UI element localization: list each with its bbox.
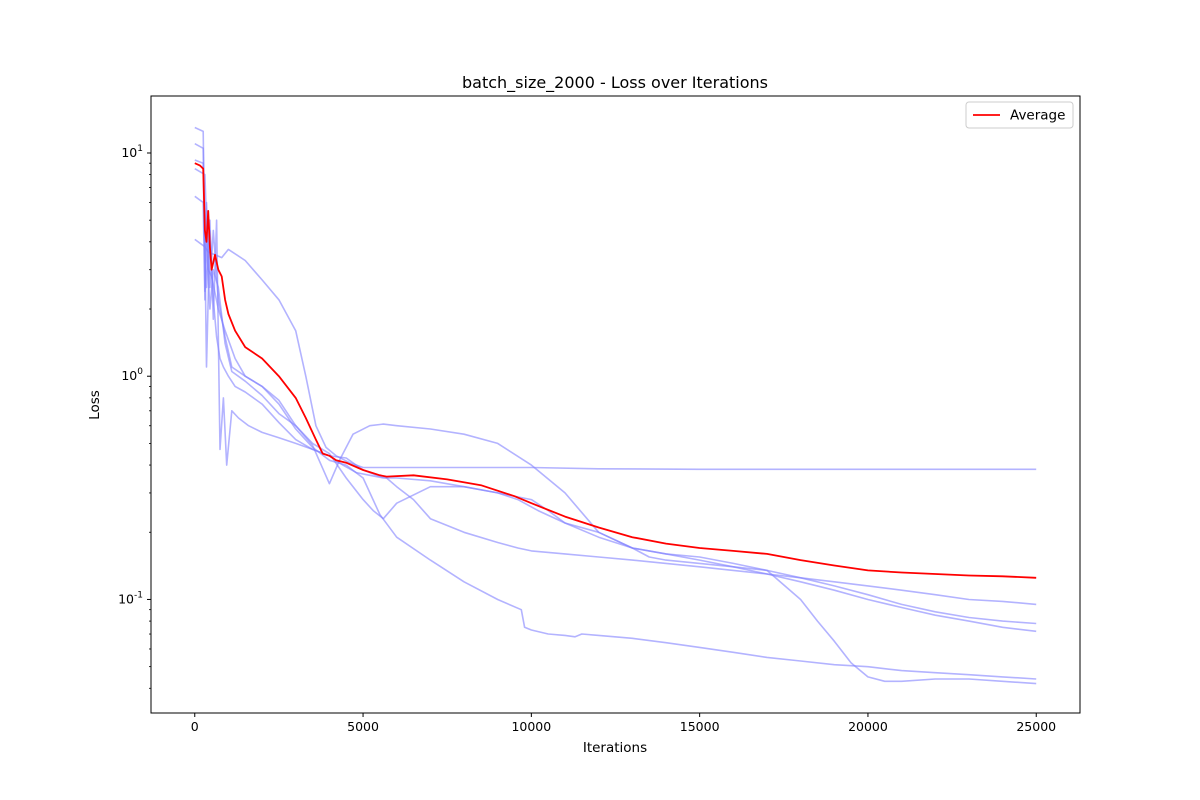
run-line-4: [194, 159, 1037, 685]
x-tick-label: 15000: [680, 719, 720, 734]
y-tick-label: 101: [121, 144, 143, 160]
run-line-6: [194, 168, 1037, 633]
x-tick-label: 10000: [511, 719, 551, 734]
legend: Average: [965, 101, 1074, 129]
x-tick-label: 20000: [848, 719, 888, 734]
y-axis-title: Loss: [87, 390, 103, 420]
run-line-3: [194, 142, 1037, 625]
run-line-1: [194, 238, 1037, 471]
average-line: [194, 162, 1037, 579]
x-tick-label: 0: [191, 719, 199, 734]
x-tick-label: 5000: [347, 719, 379, 734]
chart-title: batch_size_2000 - Loss over Iterations: [462, 73, 768, 93]
x-tick-label: 25000: [1016, 719, 1056, 734]
y-tick-label: 100: [121, 367, 143, 383]
legend-box: [965, 101, 1074, 129]
legend-label-average: Average: [1010, 108, 1065, 124]
y-tick-label: 10-1: [118, 590, 143, 606]
plot-area: [194, 126, 1037, 685]
run-line-5: [194, 195, 1037, 680]
plot-frame: [150, 95, 1081, 714]
x-axis: 0 5000 10000 15000 20000 25000: [191, 713, 1056, 734]
y-axis: 10-1 100 101: [118, 144, 151, 689]
x-axis-title: Iterations: [583, 740, 647, 756]
